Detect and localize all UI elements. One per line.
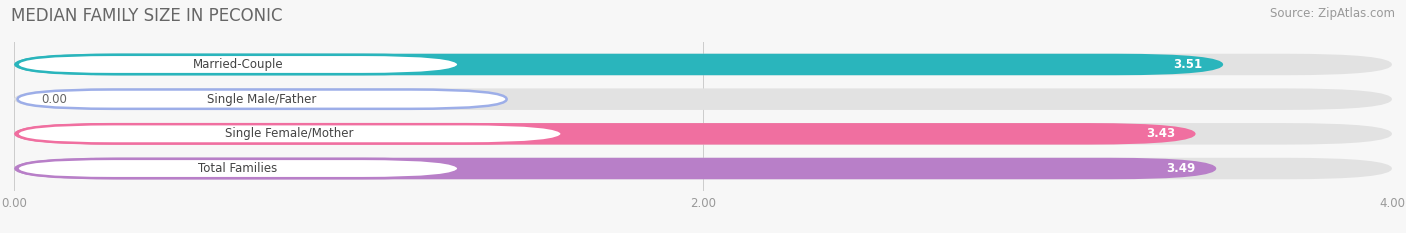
- FancyBboxPatch shape: [17, 124, 562, 144]
- FancyBboxPatch shape: [14, 88, 1392, 110]
- Text: Source: ZipAtlas.com: Source: ZipAtlas.com: [1270, 7, 1395, 20]
- FancyBboxPatch shape: [17, 55, 458, 74]
- FancyBboxPatch shape: [14, 54, 1223, 75]
- Text: 3.49: 3.49: [1167, 162, 1195, 175]
- Text: Total Families: Total Families: [198, 162, 277, 175]
- FancyBboxPatch shape: [14, 54, 1392, 75]
- FancyBboxPatch shape: [17, 159, 458, 178]
- FancyBboxPatch shape: [14, 123, 1195, 145]
- Text: MEDIAN FAMILY SIZE IN PECONIC: MEDIAN FAMILY SIZE IN PECONIC: [11, 7, 283, 25]
- FancyBboxPatch shape: [14, 158, 1392, 179]
- Text: Married-Couple: Married-Couple: [193, 58, 283, 71]
- FancyBboxPatch shape: [14, 158, 1216, 179]
- Text: Single Female/Mother: Single Female/Mother: [225, 127, 354, 140]
- Text: 0.00: 0.00: [42, 93, 67, 106]
- Text: Single Male/Father: Single Male/Father: [208, 93, 316, 106]
- Text: 3.51: 3.51: [1174, 58, 1202, 71]
- FancyBboxPatch shape: [14, 123, 1392, 145]
- Text: 3.43: 3.43: [1146, 127, 1175, 140]
- FancyBboxPatch shape: [17, 89, 506, 109]
